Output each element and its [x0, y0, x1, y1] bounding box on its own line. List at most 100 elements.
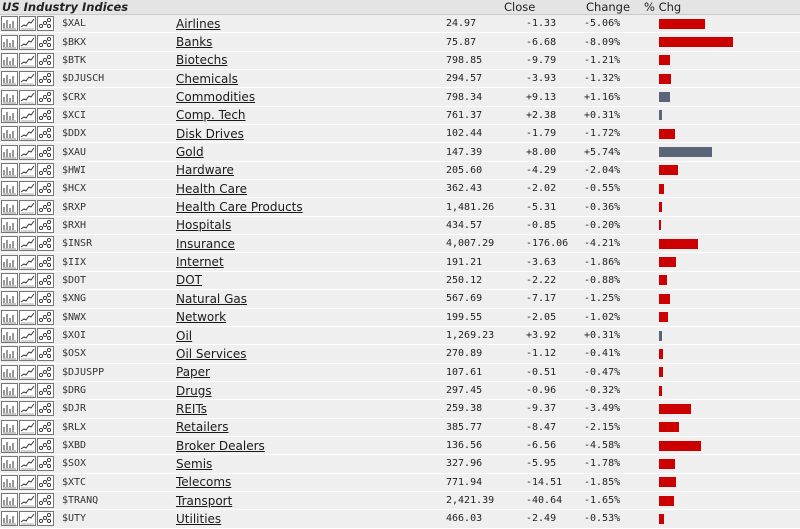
line-chart-icon[interactable]	[19, 364, 36, 380]
bar-chart-icon[interactable]	[1, 52, 18, 68]
bar-chart-icon[interactable]	[1, 493, 18, 509]
bar-chart-icon[interactable]	[1, 107, 18, 123]
line-chart-icon[interactable]	[19, 217, 36, 233]
index-name-link[interactable]: Natural Gas	[176, 291, 247, 306]
line-chart-icon[interactable]	[19, 181, 36, 197]
point-figure-icon[interactable]	[37, 162, 54, 178]
bar-chart-icon[interactable]	[1, 236, 18, 252]
point-figure-icon[interactable]	[37, 52, 54, 68]
point-figure-icon[interactable]	[37, 34, 54, 50]
point-figure-icon[interactable]	[37, 16, 54, 32]
line-chart-icon[interactable]	[19, 309, 36, 325]
bar-chart-icon[interactable]	[1, 456, 18, 472]
index-name-link[interactable]: Chemicals	[176, 71, 238, 86]
bar-chart-icon[interactable]	[1, 401, 18, 417]
bar-chart-icon[interactable]	[1, 34, 18, 50]
line-chart-icon[interactable]	[19, 474, 36, 490]
bar-chart-icon[interactable]	[1, 89, 18, 105]
line-chart-icon[interactable]	[19, 126, 36, 142]
line-chart-icon[interactable]	[19, 401, 36, 417]
index-name-link[interactable]: Banks	[176, 35, 213, 50]
point-figure-icon[interactable]	[37, 89, 54, 105]
index-name-link[interactable]: Drugs	[176, 383, 212, 398]
bar-chart-icon[interactable]	[1, 419, 18, 435]
line-chart-icon[interactable]	[19, 419, 36, 435]
line-chart-icon[interactable]	[19, 456, 36, 472]
point-figure-icon[interactable]	[37, 328, 54, 344]
index-name-link[interactable]: Insurance	[176, 236, 235, 251]
index-name-link[interactable]: Health Care Products	[176, 200, 303, 215]
bar-chart-icon[interactable]	[1, 217, 18, 233]
point-figure-icon[interactable]	[37, 217, 54, 233]
bar-chart-icon[interactable]	[1, 364, 18, 380]
index-name-link[interactable]: Hospitals	[176, 218, 232, 233]
index-name-link[interactable]: Oil Services	[176, 346, 247, 361]
bar-chart-icon[interactable]	[1, 309, 18, 325]
point-figure-icon[interactable]	[37, 511, 54, 527]
bar-chart-icon[interactable]	[1, 162, 18, 178]
bar-chart-icon[interactable]	[1, 144, 18, 160]
index-name-link[interactable]: Broker Dealers	[176, 438, 265, 453]
bar-chart-icon[interactable]	[1, 328, 18, 344]
point-figure-icon[interactable]	[37, 144, 54, 160]
index-name-link[interactable]: Health Care	[176, 181, 248, 196]
line-chart-icon[interactable]	[19, 236, 36, 252]
point-figure-icon[interactable]	[37, 126, 54, 142]
line-chart-icon[interactable]	[19, 328, 36, 344]
index-name-link[interactable]: Airlines	[176, 16, 221, 31]
index-name-link[interactable]: Telecoms	[176, 475, 232, 490]
bar-chart-icon[interactable]	[1, 181, 18, 197]
point-figure-icon[interactable]	[37, 364, 54, 380]
line-chart-icon[interactable]	[19, 107, 36, 123]
index-name-link[interactable]: DOT	[176, 273, 203, 288]
point-figure-icon[interactable]	[37, 107, 54, 123]
point-figure-icon[interactable]	[37, 199, 54, 215]
point-figure-icon[interactable]	[37, 346, 54, 362]
line-chart-icon[interactable]	[19, 144, 36, 160]
bar-chart-icon[interactable]	[1, 346, 18, 362]
line-chart-icon[interactable]	[19, 52, 36, 68]
index-name-link[interactable]: Oil	[176, 328, 193, 343]
line-chart-icon[interactable]	[19, 272, 36, 288]
point-figure-icon[interactable]	[37, 309, 54, 325]
line-chart-icon[interactable]	[19, 511, 36, 527]
point-figure-icon[interactable]	[37, 419, 54, 435]
index-name-link[interactable]: Network	[176, 310, 227, 325]
index-name-link[interactable]: Biotechs	[176, 53, 228, 68]
line-chart-icon[interactable]	[19, 493, 36, 509]
bar-chart-icon[interactable]	[1, 511, 18, 527]
point-figure-icon[interactable]	[37, 383, 54, 399]
point-figure-icon[interactable]	[37, 291, 54, 307]
point-figure-icon[interactable]	[37, 474, 54, 490]
line-chart-icon[interactable]	[19, 438, 36, 454]
line-chart-icon[interactable]	[19, 254, 36, 270]
index-name-link[interactable]: Gold	[176, 145, 204, 160]
line-chart-icon[interactable]	[19, 383, 36, 399]
bar-chart-icon[interactable]	[1, 16, 18, 32]
point-figure-icon[interactable]	[37, 401, 54, 417]
line-chart-icon[interactable]	[19, 16, 36, 32]
bar-chart-icon[interactable]	[1, 474, 18, 490]
index-name-link[interactable]: Disk Drives	[176, 126, 244, 141]
point-figure-icon[interactable]	[37, 181, 54, 197]
bar-chart-icon[interactable]	[1, 383, 18, 399]
bar-chart-icon[interactable]	[1, 199, 18, 215]
bar-chart-icon[interactable]	[1, 438, 18, 454]
index-name-link[interactable]: REITs	[176, 401, 208, 416]
bar-chart-icon[interactable]	[1, 254, 18, 270]
index-name-link[interactable]: Paper	[176, 365, 210, 380]
point-figure-icon[interactable]	[37, 456, 54, 472]
line-chart-icon[interactable]	[19, 71, 36, 87]
point-figure-icon[interactable]	[37, 272, 54, 288]
index-name-link[interactable]: Comp. Tech	[176, 108, 246, 123]
point-figure-icon[interactable]	[37, 438, 54, 454]
index-name-link[interactable]: Transport	[176, 493, 233, 508]
index-name-link[interactable]: Hardware	[176, 163, 234, 178]
index-name-link[interactable]: Utilities	[176, 511, 222, 526]
bar-chart-icon[interactable]	[1, 272, 18, 288]
index-name-link[interactable]: Internet	[176, 255, 224, 270]
line-chart-icon[interactable]	[19, 162, 36, 178]
index-name-link[interactable]: Semis	[176, 456, 213, 471]
line-chart-icon[interactable]	[19, 89, 36, 105]
point-figure-icon[interactable]	[37, 493, 54, 509]
